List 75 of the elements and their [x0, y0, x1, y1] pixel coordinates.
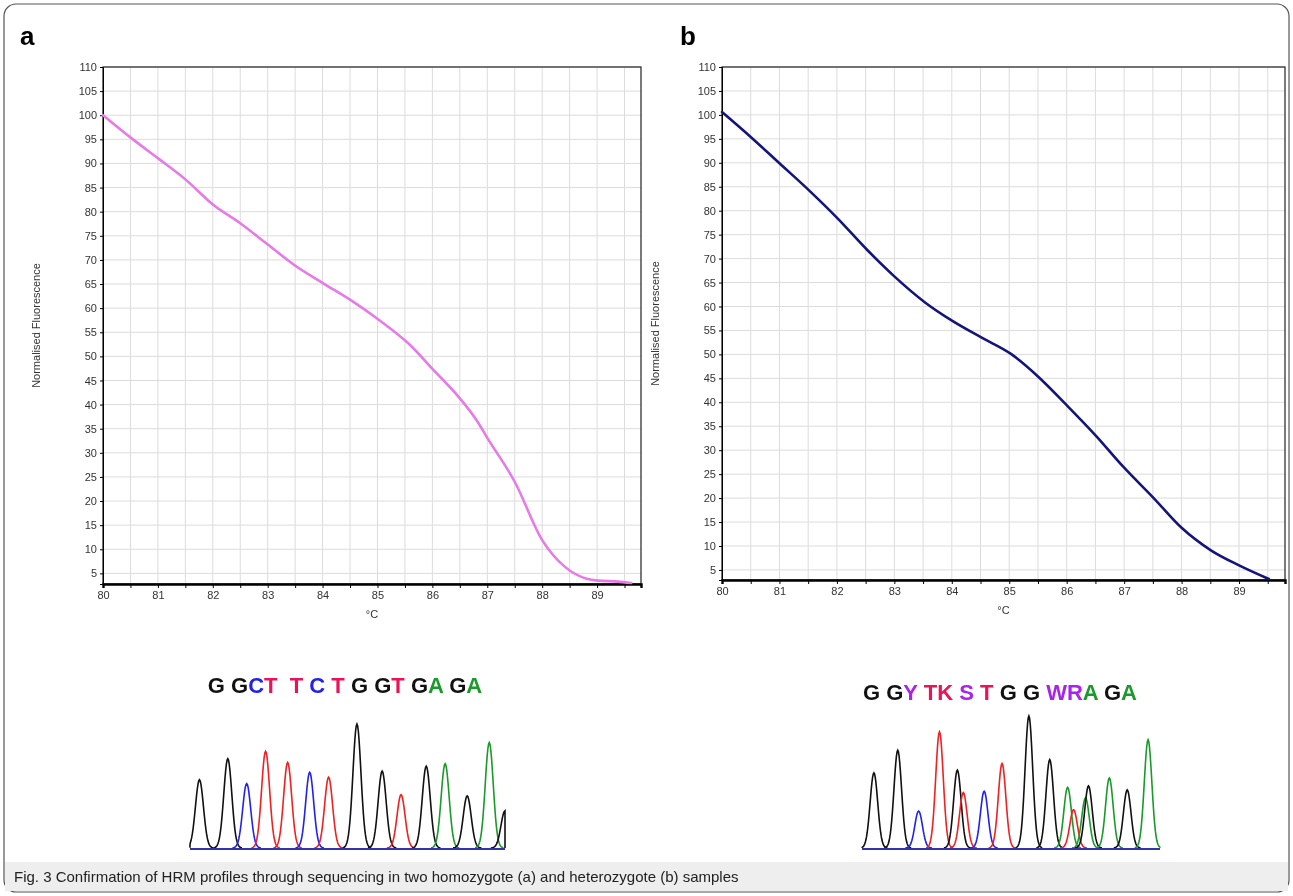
x-tick-label: 86 [426, 588, 440, 601]
y-tick-label: 75 [84, 229, 97, 242]
line-series [101, 113, 633, 585]
y-tick-label: 5 [709, 563, 716, 576]
y-tick-label: 100 [78, 109, 97, 122]
x-tick-label: 85 [371, 588, 385, 601]
y-tick-label: 85 [84, 181, 97, 194]
x-tick-label: 82 [207, 588, 220, 601]
y-tick-label: 15 [703, 516, 716, 529]
x-axis-title: °C [365, 608, 379, 620]
y-tick-label: 60 [84, 302, 97, 315]
x-tick-label: 87 [481, 588, 494, 601]
x-tick-label: 81 [773, 584, 787, 597]
y-tick-label: 65 [84, 278, 97, 291]
y-tick-label: 105 [78, 85, 97, 98]
y-tick-label: 10 [703, 540, 716, 553]
y-tick-label: 90 [703, 156, 716, 169]
x-axis-title: °C [997, 604, 1010, 616]
x-tick-label: 84 [316, 588, 330, 601]
y-axis-title: Normalised Fluorescence [30, 263, 42, 388]
y-tick-label: 35 [84, 422, 97, 435]
y-tick-label: 30 [84, 446, 97, 459]
y-tick-label: 30 [703, 444, 716, 457]
x-tick-label: 88 [1175, 584, 1189, 597]
x-tick-label: 83 [262, 588, 275, 601]
y-tick-label: 25 [703, 468, 716, 481]
y-tick-label: 95 [703, 132, 716, 145]
y-axis-title: Normalised Fluorescence [649, 261, 661, 386]
y-tick-label: 70 [84, 253, 97, 266]
y-tick-label: 95 [84, 133, 97, 146]
y-tick-label: 40 [703, 396, 716, 409]
x-tick-label: 89 [591, 588, 604, 601]
y-tick-label: 70 [703, 252, 716, 265]
chart-title: a [20, 21, 35, 51]
y-tick-label: 110 [698, 61, 716, 74]
y-tick-label: 50 [84, 350, 97, 363]
x-tick-label: 87 [1118, 584, 1131, 597]
text: G GCT T C T G GT GA GA [207, 673, 483, 698]
y-tick-label: 55 [84, 326, 97, 339]
y-tick-label: 90 [84, 157, 97, 170]
x-tick-label: 88 [536, 588, 549, 601]
y-tick-label: 50 [703, 348, 716, 361]
y-tick-label: 35 [703, 420, 716, 433]
y-tick-label: 40 [84, 398, 97, 411]
y-tick-label: 45 [84, 374, 97, 387]
y-tick-label: 60 [703, 300, 716, 313]
y-tick-label: 100 [697, 108, 716, 121]
chart-title: b [680, 21, 696, 51]
caption: Fig. 3 Confirmation of HRM profiles through sequencing in two homozygote (a) and heterozygote (b) samples [14, 868, 739, 885]
x-tick-label: 81 [152, 588, 165, 601]
x-tick-label: 85 [1003, 584, 1016, 597]
y-tick-label: 10 [84, 543, 97, 556]
y-tick-label: 20 [703, 492, 716, 505]
y-tick-label: 45 [703, 372, 716, 385]
y-tick-label: 80 [84, 205, 97, 218]
y-tick-label: 85 [703, 180, 716, 193]
x-tick-label: 84 [946, 584, 959, 597]
y-tick-label: 55 [703, 324, 716, 337]
y-tick-label: 110 [79, 61, 97, 74]
y-tick-label: 5 [90, 567, 97, 580]
y-tick-label: 80 [703, 204, 716, 217]
y-tick-label: 20 [84, 495, 97, 508]
x-tick-label: 82 [831, 584, 844, 597]
x-tick-label: 80 [97, 588, 110, 601]
y-tick-label: 15 [84, 519, 97, 532]
y-tick-label: 65 [703, 276, 716, 289]
y-tick-label: 75 [703, 228, 716, 241]
line-series [720, 110, 1271, 581]
x-tick-label: 89 [1233, 584, 1246, 597]
x-tick-label: 83 [888, 584, 901, 597]
text: G GY TK S T G G WRA GA [862, 680, 1138, 705]
x-tick-label: 86 [1061, 584, 1074, 597]
y-tick-label: 25 [84, 470, 97, 483]
x-tick-label: 80 [716, 584, 729, 597]
y-tick-label: 105 [697, 84, 716, 97]
